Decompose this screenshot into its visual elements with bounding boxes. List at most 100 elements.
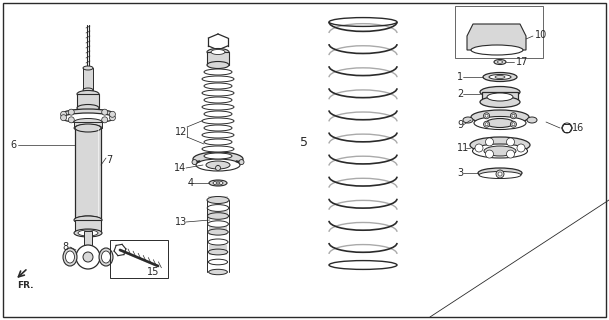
Circle shape [239, 160, 244, 164]
Bar [209, 235, 227, 245]
Ellipse shape [99, 248, 113, 266]
Bar [75, 128, 101, 220]
Bar [110, 240, 168, 278]
Ellipse shape [498, 61, 502, 63]
Ellipse shape [77, 91, 99, 98]
Ellipse shape [208, 229, 228, 235]
Bar [83, 68, 93, 90]
Ellipse shape [216, 182, 220, 184]
Circle shape [510, 121, 516, 127]
Circle shape [102, 109, 108, 115]
Ellipse shape [209, 269, 227, 275]
Ellipse shape [202, 90, 234, 96]
Ellipse shape [471, 45, 523, 55]
Ellipse shape [207, 61, 229, 68]
Circle shape [510, 113, 516, 119]
Circle shape [475, 144, 483, 152]
Ellipse shape [486, 118, 514, 127]
Ellipse shape [74, 124, 102, 132]
Text: 4: 4 [188, 178, 194, 188]
Text: 13: 13 [175, 217, 187, 227]
Circle shape [507, 138, 515, 146]
Circle shape [517, 144, 525, 152]
Ellipse shape [83, 66, 93, 70]
Ellipse shape [75, 216, 101, 224]
Bar [84, 231, 92, 245]
Circle shape [60, 111, 66, 117]
Ellipse shape [473, 144, 527, 158]
Ellipse shape [204, 125, 232, 131]
Ellipse shape [202, 104, 234, 110]
Text: 6: 6 [10, 140, 16, 150]
Ellipse shape [204, 69, 232, 75]
Ellipse shape [480, 97, 520, 108]
Text: 11: 11 [457, 143, 470, 153]
Text: 2: 2 [457, 89, 463, 99]
Text: 15: 15 [147, 267, 160, 277]
Ellipse shape [527, 117, 537, 123]
Ellipse shape [484, 146, 516, 156]
Ellipse shape [494, 60, 506, 65]
Circle shape [512, 114, 515, 117]
Circle shape [485, 114, 488, 117]
Ellipse shape [74, 216, 102, 224]
Text: 9: 9 [457, 120, 463, 130]
Circle shape [110, 111, 116, 117]
Circle shape [60, 115, 66, 121]
Circle shape [496, 170, 504, 178]
Ellipse shape [196, 159, 240, 171]
Bar [74, 122, 102, 128]
Text: 8: 8 [62, 242, 68, 252]
Circle shape [76, 245, 100, 269]
Ellipse shape [204, 97, 232, 103]
Text: 10: 10 [535, 30, 547, 40]
Circle shape [512, 123, 515, 126]
Ellipse shape [474, 116, 526, 130]
Ellipse shape [202, 146, 234, 152]
Text: 12: 12 [175, 127, 188, 137]
Bar [209, 255, 227, 265]
Ellipse shape [83, 88, 93, 92]
Circle shape [507, 150, 515, 158]
Circle shape [68, 109, 74, 115]
Text: 17: 17 [516, 57, 529, 67]
Bar [207, 52, 229, 65]
Ellipse shape [204, 139, 232, 145]
Ellipse shape [479, 172, 521, 179]
Text: FR.: FR. [17, 281, 33, 290]
Circle shape [110, 115, 116, 121]
Ellipse shape [208, 259, 228, 265]
Circle shape [485, 123, 488, 126]
Ellipse shape [471, 110, 529, 124]
Ellipse shape [204, 153, 232, 159]
Text: 16: 16 [572, 123, 584, 133]
Circle shape [485, 138, 493, 146]
Ellipse shape [208, 249, 228, 255]
Ellipse shape [63, 248, 77, 266]
Circle shape [192, 160, 197, 164]
Ellipse shape [489, 75, 511, 79]
Circle shape [68, 117, 74, 123]
Bar [75, 220, 101, 233]
Bar [208, 211, 228, 219]
Ellipse shape [74, 229, 102, 237]
Circle shape [216, 165, 220, 171]
Ellipse shape [206, 161, 230, 169]
Text: 5: 5 [300, 135, 308, 148]
Bar [209, 225, 227, 235]
Ellipse shape [62, 109, 114, 119]
Ellipse shape [74, 118, 102, 125]
Ellipse shape [208, 221, 228, 227]
Bar [455, 6, 543, 58]
Text: 1: 1 [457, 72, 463, 82]
Bar [208, 204, 228, 212]
Ellipse shape [204, 111, 232, 117]
Ellipse shape [463, 117, 473, 123]
Ellipse shape [207, 204, 229, 212]
Bar [209, 245, 227, 255]
Circle shape [484, 121, 490, 127]
Ellipse shape [213, 181, 223, 185]
Ellipse shape [202, 76, 234, 82]
Ellipse shape [77, 105, 99, 111]
Text: 14: 14 [174, 163, 186, 173]
